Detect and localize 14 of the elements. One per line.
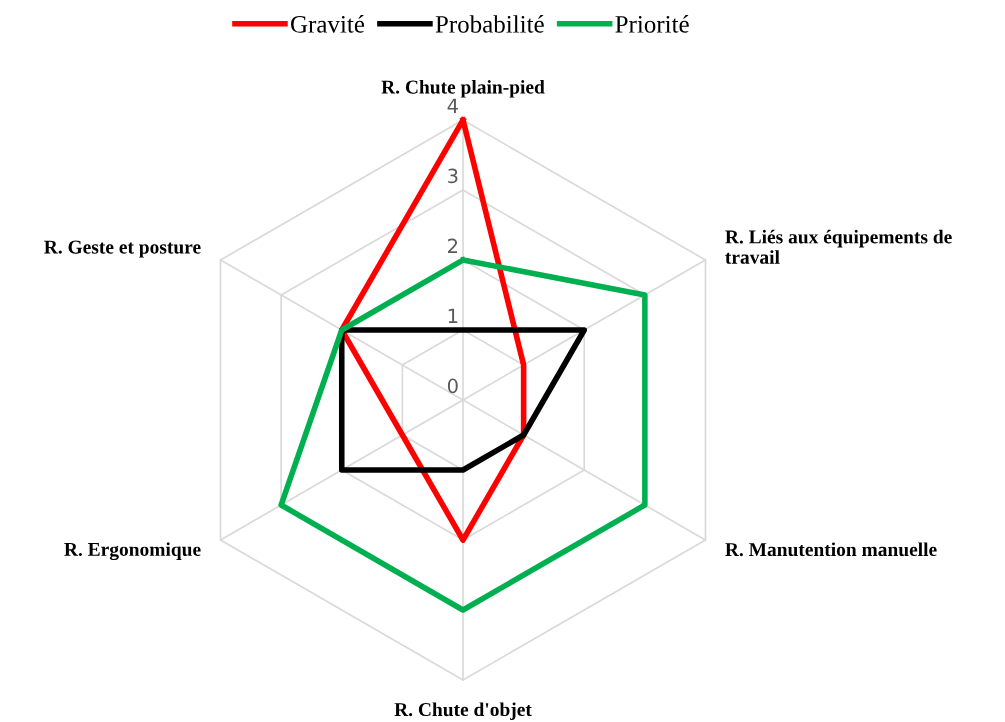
spoke-label: R. Liés aux équipements de travail	[725, 229, 952, 264]
legend-label: Gravité	[291, 15, 365, 33]
spoke-label: R. Chute plain-pied	[381, 79, 545, 98]
y-tick-label: 3	[448, 168, 458, 184]
y-tick-label: 1	[448, 308, 458, 323]
legend-label: Probabilité	[435, 15, 544, 33]
y-tick-label: 0	[447, 378, 458, 394]
y-tick-label: 4	[447, 98, 458, 113]
legend-label: Priorité	[615, 15, 689, 33]
spoke-label: R. Chute d'objet	[394, 702, 532, 721]
spoke-label: R. Ergonomique	[64, 542, 201, 561]
spoke-label: R. Manutention manuelle	[725, 542, 937, 557]
y-tick-label: 2	[448, 238, 458, 253]
spoke-label: R. Geste et posture	[44, 240, 201, 258]
